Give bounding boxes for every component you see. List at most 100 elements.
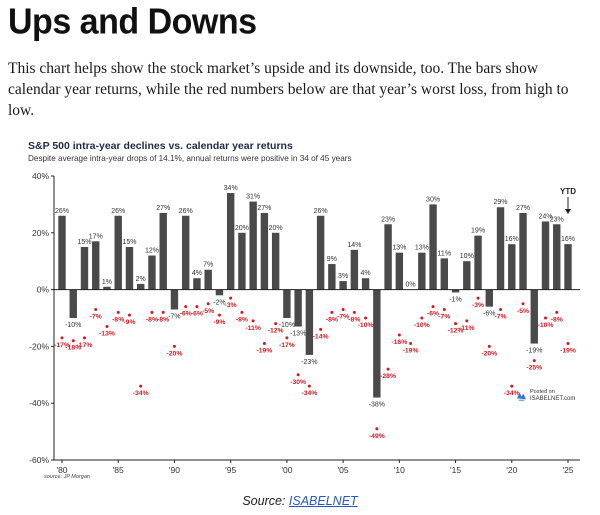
decline-label: -20% xyxy=(481,350,497,357)
bar xyxy=(69,289,77,318)
bar-value-label: 1% xyxy=(102,279,112,286)
bar-value-label: -2% xyxy=(213,299,225,306)
decline-label: -8% xyxy=(326,316,338,323)
bar xyxy=(541,221,550,290)
decline-label: -19% xyxy=(560,348,576,355)
decline-label: -6% xyxy=(191,311,203,318)
decline-point xyxy=(240,310,244,314)
decline-point xyxy=(544,316,548,320)
decline-point xyxy=(375,427,379,431)
bar xyxy=(395,252,404,290)
decline-point xyxy=(251,319,255,323)
labels-group: 26%-10%15%17%1%26%15%2%12%27%-7%26%4%7%-… xyxy=(55,185,576,408)
decline-point xyxy=(330,310,334,314)
x-tick-label: '15 xyxy=(450,465,461,475)
decline-point xyxy=(71,339,75,343)
decline-label: -7% xyxy=(494,313,506,320)
bar xyxy=(328,264,336,290)
bar-value-label: 31% xyxy=(246,194,260,201)
decline-point xyxy=(206,302,210,306)
x-tick-label: '20 xyxy=(506,465,517,475)
bar-value-label: 23% xyxy=(550,216,564,223)
decline-point xyxy=(409,342,413,346)
bar xyxy=(193,278,201,290)
bar xyxy=(373,289,381,398)
decline-label: -8% xyxy=(236,316,248,323)
decline-label: -19% xyxy=(256,348,272,355)
bar xyxy=(125,247,134,290)
decline-point xyxy=(285,336,289,340)
y-tick-label: 20% xyxy=(32,228,49,238)
y-tick-label: -40% xyxy=(29,398,49,408)
bar xyxy=(137,283,145,290)
decline-label: -7% xyxy=(90,313,102,320)
decline-label: -10% xyxy=(538,322,554,329)
chart-subtitle: Despite average intra-year drops of 14.1… xyxy=(28,154,352,163)
bar xyxy=(294,289,302,327)
bar xyxy=(148,255,156,290)
bar xyxy=(418,252,426,290)
decline-point xyxy=(499,307,503,311)
bar-value-label: 11% xyxy=(438,250,452,257)
decline-label: -10% xyxy=(358,322,374,329)
decline-point xyxy=(521,302,525,306)
decline-point xyxy=(364,316,368,320)
bar xyxy=(496,207,505,290)
ytd-annotation: YTD xyxy=(560,187,576,196)
decline-label: -3% xyxy=(225,302,237,309)
x-tick-label: '90 xyxy=(169,465,180,475)
bar xyxy=(305,289,314,355)
bar-value-label: -7% xyxy=(168,313,180,320)
decline-label: -16% xyxy=(391,339,407,346)
decline-point xyxy=(465,319,469,323)
decline-point xyxy=(476,296,480,300)
bar xyxy=(429,204,437,290)
bar-value-label: 15% xyxy=(77,239,91,246)
decline-point xyxy=(274,322,278,326)
bar-value-label: -10% xyxy=(65,322,81,329)
bar xyxy=(316,215,325,290)
decline-label: -11% xyxy=(459,325,475,332)
x-tick-label: '05 xyxy=(338,465,349,475)
decline-label: -34% xyxy=(504,390,520,397)
decline-label: -17% xyxy=(279,342,295,349)
bar-value-label: -19% xyxy=(526,348,542,355)
decline-point xyxy=(386,367,390,371)
decline-label: -8% xyxy=(157,316,169,323)
bar xyxy=(564,244,572,290)
decline-point xyxy=(116,310,120,314)
bar-value-label: -13% xyxy=(290,331,306,338)
bar-value-label: 14% xyxy=(347,242,361,249)
decline-label: -30% xyxy=(290,379,306,386)
bar xyxy=(260,212,269,290)
bar-value-label: 26% xyxy=(314,208,328,215)
bar-value-label: 16% xyxy=(561,236,575,243)
decline-label: -14% xyxy=(313,333,329,340)
decline-point xyxy=(139,384,143,388)
bar xyxy=(485,289,493,307)
source-link[interactable]: ISABELNET xyxy=(288,494,358,508)
bar xyxy=(451,289,460,293)
bar xyxy=(226,193,235,290)
decline-point xyxy=(172,344,176,348)
decline-label: -8% xyxy=(551,316,563,323)
source-line: Source: ISABELNET xyxy=(0,494,600,508)
decline-point xyxy=(341,307,345,311)
intro-paragraph: This chart helps show the stock market’s… xyxy=(8,60,569,119)
posted-site: ISABELNET.com xyxy=(530,396,576,402)
bar xyxy=(249,201,257,290)
bar-value-label: 27% xyxy=(156,205,170,212)
bar xyxy=(92,241,100,290)
decline-label: -20% xyxy=(167,350,183,357)
bar-value-label: -38% xyxy=(369,402,385,409)
bar xyxy=(159,212,167,290)
decline-label: -10% xyxy=(414,322,430,329)
decline-point xyxy=(60,336,64,340)
x-tick-label: '00 xyxy=(281,465,292,475)
decline-point xyxy=(127,313,131,317)
bar-value-label: 26% xyxy=(55,208,69,215)
decline-point xyxy=(217,313,221,317)
decline-point xyxy=(442,307,446,311)
decline-label: -3% xyxy=(472,302,484,309)
bar-value-label: 7% xyxy=(203,262,213,269)
